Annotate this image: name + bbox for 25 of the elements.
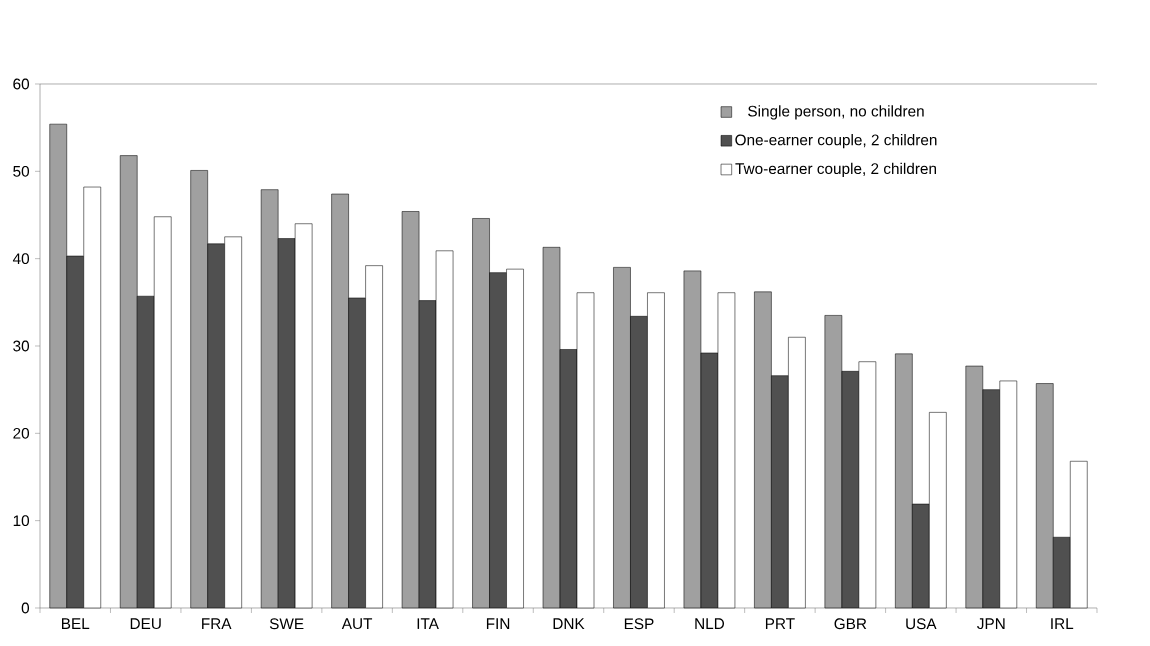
y-tick-label: 30 xyxy=(13,340,30,352)
x-tick-label: DEU xyxy=(130,618,161,630)
x-tick-label: BEL xyxy=(62,618,90,629)
x-tick-label: PRT xyxy=(765,618,795,629)
y-tick-label: 0 xyxy=(21,602,30,614)
x-tick-label: ITA xyxy=(417,618,439,629)
x-tick-label: ESP xyxy=(624,618,654,630)
legend-label: One-earner couple, 2 children xyxy=(735,134,937,149)
y-tick-label: 60 xyxy=(13,78,30,90)
x-tick-label: JPN xyxy=(977,618,1005,630)
legend-label: Two-earner couple, 2 children xyxy=(735,162,936,178)
x-tick-label: AUT xyxy=(341,618,373,630)
y-tick-label: 40 xyxy=(12,253,30,265)
x-tick-label: NLD xyxy=(695,618,725,629)
x-tick-label: FRA xyxy=(202,618,232,629)
x-tick-label: DNK xyxy=(553,618,585,629)
y-tick-label: 20 xyxy=(13,427,30,439)
x-tick-label: GBR xyxy=(834,618,867,630)
y-tick-label: 50 xyxy=(13,165,30,177)
x-tick-label: FIN xyxy=(486,618,510,629)
y-tick-label: 10 xyxy=(13,515,30,527)
legend-label: Single person, no children xyxy=(748,105,924,120)
x-tick-label: IRL xyxy=(1051,618,1074,629)
x-tick-label: SWE xyxy=(269,618,304,630)
x-tick-label: USA xyxy=(906,618,937,630)
